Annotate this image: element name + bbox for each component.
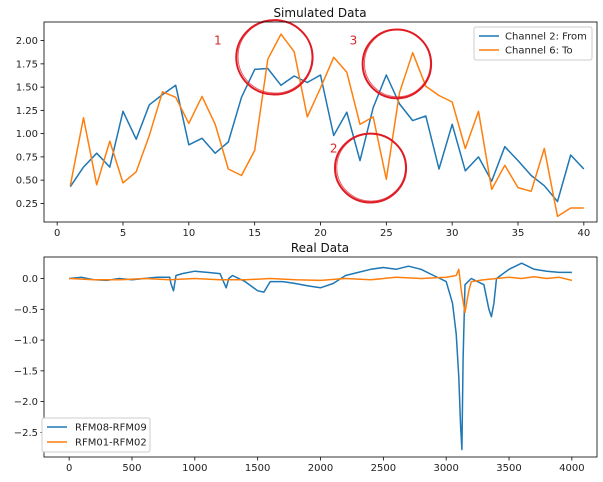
- y-tick-label: 0.0: [22, 274, 38, 285]
- real-data-legend: RFM08-RFM09 RFM01-RFM02: [41, 417, 151, 453]
- x-tick-label: 5: [120, 228, 126, 239]
- simulated-data-title: Simulated Data: [273, 6, 366, 20]
- y-tick-label: −2.5: [14, 428, 38, 439]
- x-tick-label: 0: [54, 228, 60, 239]
- highlight-circle-inner-1: [237, 19, 313, 94]
- y-tick-label: 1.00: [16, 129, 38, 140]
- y-tick-label: −1.0: [14, 336, 38, 347]
- x-tick-label: 10: [182, 228, 195, 239]
- series-line-1: [69, 67, 585, 203]
- x-tick-label: 3500: [496, 463, 521, 474]
- real-data-frame: [43, 256, 598, 458]
- real-data-panel: 0 500 1000 1500 2000 2500 3000 3500 4000 0.0 −0.5 −…: [14, 241, 598, 474]
- y-tick-label: 1.25: [16, 106, 38, 117]
- y-tick-label: −2.0: [14, 397, 38, 408]
- x-tick-label: 25: [380, 228, 393, 239]
- y-tick-label: 0.25: [16, 199, 38, 210]
- legend-label-channel-6: Channel 6: To: [505, 46, 573, 57]
- x-tick-label: 2000: [308, 463, 333, 474]
- annotation-1: 1: [214, 34, 222, 48]
- series-line-1: [69, 262, 572, 451]
- y-tick-label: 0.75: [16, 152, 38, 163]
- simulated-data-legend: Channel 2: From Channel 6: To: [473, 26, 593, 61]
- legend-box: [41, 417, 151, 453]
- annotation-3: 3: [350, 34, 358, 48]
- highlight-circle-inner-2: [363, 29, 432, 98]
- y-tick-label: 0.50: [16, 176, 38, 187]
- x-tick-label: 35: [512, 228, 525, 239]
- x-tick-label: 20: [314, 228, 327, 239]
- x-tick-label: 4000: [559, 463, 584, 474]
- series-line-2: [69, 33, 584, 218]
- y-tick-label: −1.5: [14, 366, 38, 377]
- x-tick-label: 1500: [245, 463, 270, 474]
- y-tick-label: 2.00: [16, 36, 38, 47]
- simulated-data-frame: [43, 21, 598, 223]
- x-tick-label: 30: [446, 228, 459, 239]
- highlight-circle-inner-3: [336, 133, 406, 202]
- x-tick-label: 15: [248, 228, 261, 239]
- simulated-data-panel: 0 5 10 15 20 25 30 35 40 0.25 0.50 0.75 1.00 1.25 1.50…: [16, 6, 598, 239]
- y-tick-label: −0.5: [14, 305, 38, 316]
- y-tick-label: 1.75: [16, 59, 38, 70]
- x-tick-label: 0: [66, 463, 72, 474]
- annotation-2: 2: [330, 142, 338, 156]
- legend-label-rfm01-rfm02: RFM01-RFM02: [75, 438, 147, 449]
- legend-label-rfm08-rfm09: RFM08-RFM09: [75, 423, 147, 434]
- x-tick-label: 2500: [371, 463, 396, 474]
- x-tick-label: 3000: [433, 463, 458, 474]
- x-tick-label: 40: [577, 228, 590, 239]
- x-tick-label: 500: [122, 463, 141, 474]
- x-tick-label: 1000: [182, 463, 207, 474]
- y-tick-label: 1.50: [16, 83, 38, 94]
- series-line-2: [69, 268, 573, 314]
- legend-box: [473, 26, 593, 61]
- legend-label-channel-2: Channel 2: From: [505, 32, 587, 43]
- real-data-title: Real Data: [291, 241, 349, 255]
